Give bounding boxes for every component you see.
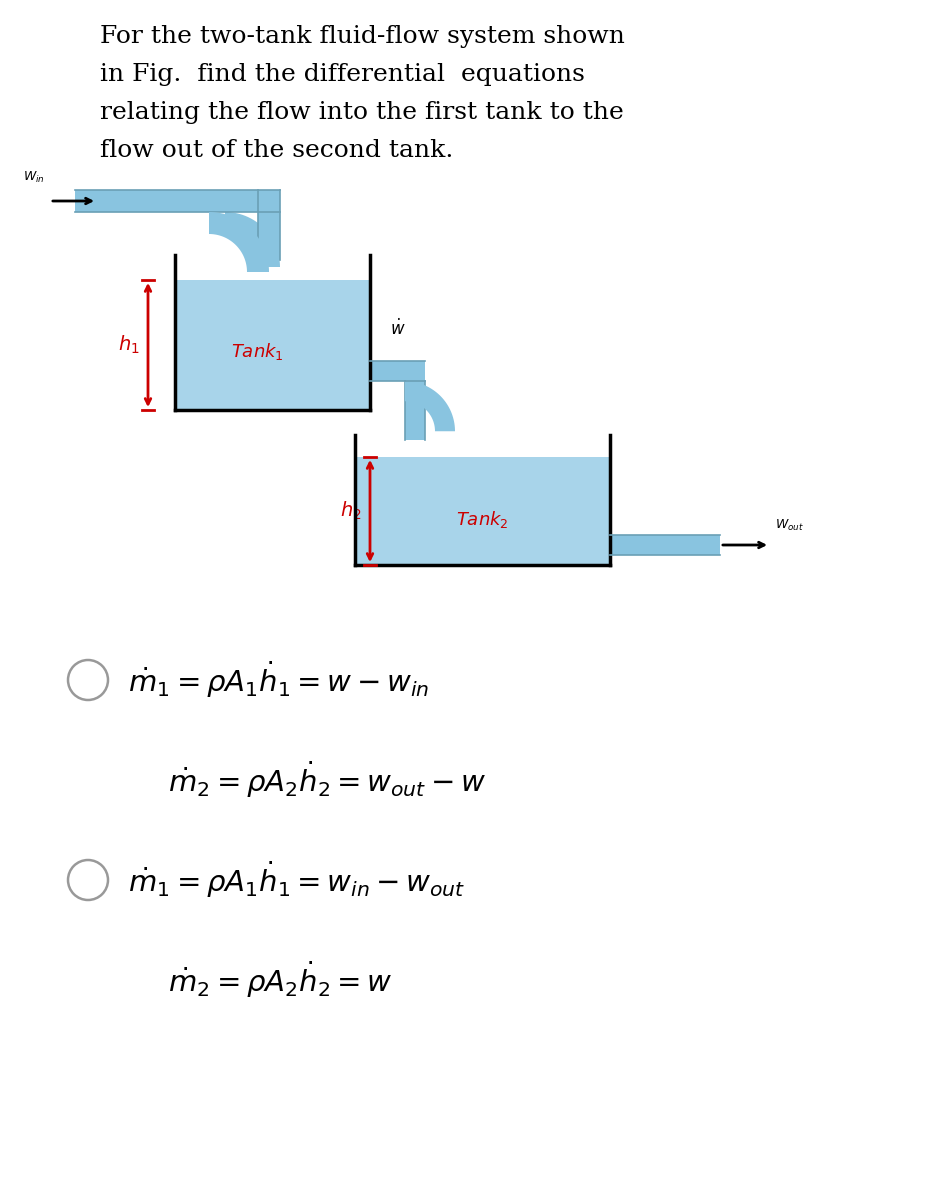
Bar bbox=[370, 361, 425, 382]
Text: $W_{in}$: $W_{in}$ bbox=[24, 170, 45, 185]
Bar bbox=[355, 457, 610, 565]
Text: $\dot{m}_2 = \rho A_2 \dot{h}_2 = w_{out} - w$: $\dot{m}_2 = \rho A_2 \dot{h}_2 = w_{out… bbox=[168, 760, 487, 800]
Bar bbox=[175, 280, 370, 410]
Text: $\dot{m}_1 = \rho A_1 \dot{h}_1 = w - w_{in}$: $\dot{m}_1 = \rho A_1 \dot{h}_1 = w - w_… bbox=[128, 660, 429, 701]
Bar bbox=[610, 535, 720, 554]
Text: $W_{out}$: $W_{out}$ bbox=[775, 518, 804, 533]
Polygon shape bbox=[405, 382, 455, 431]
Text: $Tank_1$: $Tank_1$ bbox=[230, 341, 283, 361]
Text: in Fig.  find the differential  equations: in Fig. find the differential equations bbox=[100, 62, 585, 86]
Bar bbox=[258, 190, 280, 260]
Text: $h_2$: $h_2$ bbox=[340, 500, 362, 522]
Bar bbox=[405, 361, 425, 440]
Text: For the two-tank fluid-flow system shown: For the two-tank fluid-flow system shown bbox=[100, 25, 625, 48]
Text: relating the flow into the first tank to the: relating the flow into the first tank to… bbox=[100, 101, 623, 124]
Text: flow out of the second tank.: flow out of the second tank. bbox=[100, 139, 454, 162]
Text: $\dot{w}$: $\dot{w}$ bbox=[390, 319, 405, 340]
Polygon shape bbox=[225, 212, 280, 266]
Text: $h_1$: $h_1$ bbox=[118, 334, 140, 356]
Polygon shape bbox=[209, 212, 269, 272]
Text: $\dot{m}_1 = \rho A_1 \dot{h}_1 = w_{in} - w_{out}$: $\dot{m}_1 = \rho A_1 \dot{h}_1 = w_{in}… bbox=[128, 859, 466, 900]
Text: $Tank_2$: $Tank_2$ bbox=[456, 509, 509, 530]
Text: $\dot{m}_2 = \rho A_2 \dot{h}_2 = w$: $\dot{m}_2 = \rho A_2 \dot{h}_2 = w$ bbox=[168, 960, 392, 1001]
Bar bbox=[258, 190, 280, 212]
Bar bbox=[75, 190, 280, 212]
